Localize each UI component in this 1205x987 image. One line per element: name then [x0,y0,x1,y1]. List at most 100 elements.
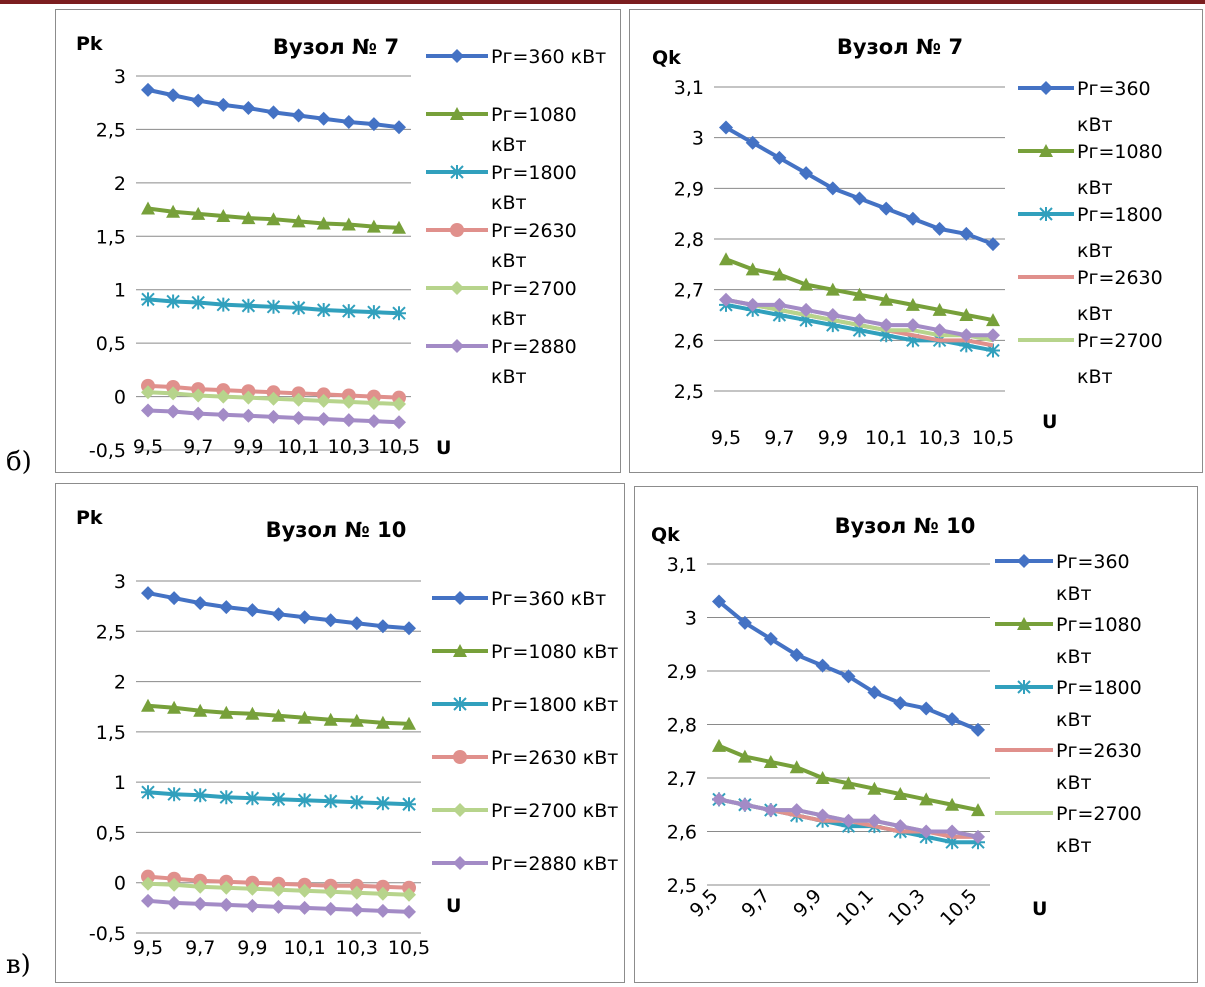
legend-marker [453,856,467,870]
series-2 [141,698,416,730]
data-point [245,603,260,618]
data-point [402,797,416,812]
chart-title: Вузол № 7 [837,35,963,59]
series-3 [141,785,416,812]
data-point [867,781,882,795]
data-point [712,792,726,807]
series-6 [712,792,985,844]
data-point [986,343,1000,358]
x-tick-label: 10,3 [884,885,929,930]
data-point [879,328,894,343]
x-tick-label: 9,5 [133,436,163,458]
data-point [971,722,985,737]
data-point [349,902,364,917]
data-point [191,206,206,220]
data-point [219,705,234,719]
data-point [266,105,281,120]
data-point [193,788,208,803]
legend-marker [450,223,464,237]
data-point [271,882,286,897]
legend-label: Pг=2700 кВт [491,278,577,330]
data-point [141,586,155,601]
x-tick-label: 10,3 [918,427,960,449]
y-tick-label: -0,5 [89,923,126,945]
data-point [266,299,281,314]
y-axis-label: Pk [76,507,103,529]
data-point [366,414,381,429]
data-point [919,701,934,716]
y-tick-label: 2,6 [674,330,704,352]
data-point [905,318,920,333]
legend-label: Pг=2630 кВт [491,220,577,272]
data-point [745,297,760,312]
x-tick-label: 10,1 [865,427,907,449]
data-point [297,610,312,625]
data-point [271,899,286,914]
legend-marker [1039,207,1053,221]
data-point [919,792,934,806]
x-axis-label: U [1042,411,1057,433]
data-point [167,700,182,714]
x-tick-label: 10,3 [336,937,378,959]
data-point [841,776,856,790]
series-6 [719,292,1000,343]
data-point [245,791,260,806]
data-point [799,313,814,328]
x-axis-label: U [1032,898,1047,920]
data-point [772,308,787,322]
data-point [297,883,312,898]
data-point [392,120,406,135]
data-point [772,150,787,165]
data-point [271,607,286,622]
data-point [341,217,356,231]
x-tick-label: 9,7 [183,436,213,458]
data-point [893,696,908,711]
data-point [216,389,231,404]
data-point [316,303,331,318]
data-point [825,308,840,322]
data-point [375,903,390,918]
data-point [216,208,231,222]
data-point [867,685,882,700]
data-point [986,328,1000,343]
x-tick-label: 10,3 [328,436,370,458]
legend-label: Pг=1800 кВт [491,694,618,716]
data-point [745,262,760,276]
data-point [167,591,182,606]
data-point [375,796,390,811]
y-tick-label: 2,7 [667,768,697,790]
legend-label: Pг=1080 кВт [491,104,577,156]
data-point [219,897,234,912]
legend: Pг=360 кВт Pг=1080 кВт Pг=1800 кВт Pг=2630 кВт… [426,46,606,388]
data-point [971,829,985,844]
y-tick-label: 2 [114,672,126,694]
y-tick-label: 2,7 [674,280,704,302]
data-point [323,712,338,726]
legend-label: Pг=360 кВт [1056,551,1130,605]
data-point [919,824,934,839]
data-point [852,287,867,301]
x-axis-label: U [436,437,451,459]
y-tick-label: 1,5 [96,722,126,744]
data-point [323,794,338,809]
data-point [737,749,752,763]
chart-panel-qk-node-10: 2,5 2,6 2,7 2,8 2,9 3 3,1 9,5 9,7 9,9 10,1 10,3 10,5… [634,486,1198,983]
x-tick-label: 9,9 [818,427,848,449]
data-point [719,292,733,307]
y-tick-label: 3 [114,66,126,88]
chart-panel-pk-node-10: -0,5 0 0,5 1 1,5 2 2,5 3 9,5 9,7 9,9 10,1 10,3 10,5 Ву… [55,483,625,983]
legend-label: Pг=360 кВт [1077,78,1151,136]
chart-qk-node-7: 2,5 2,6 2,7 2,8 2,9 3 3,1 9,5 9,7 9,9 10,1 10,3 10,5… [652,35,1163,449]
data-point [193,896,208,911]
data-point [349,616,364,631]
data-point [291,108,306,123]
data-point [271,792,286,807]
data-point [986,313,1000,327]
data-point [905,211,920,226]
data-point [366,305,381,320]
data-point [193,596,208,611]
data-point [141,403,155,418]
legend-label: Pг=2700 кВт [1056,803,1142,857]
data-point [879,292,894,306]
y-axis-label: Pk [76,33,103,55]
